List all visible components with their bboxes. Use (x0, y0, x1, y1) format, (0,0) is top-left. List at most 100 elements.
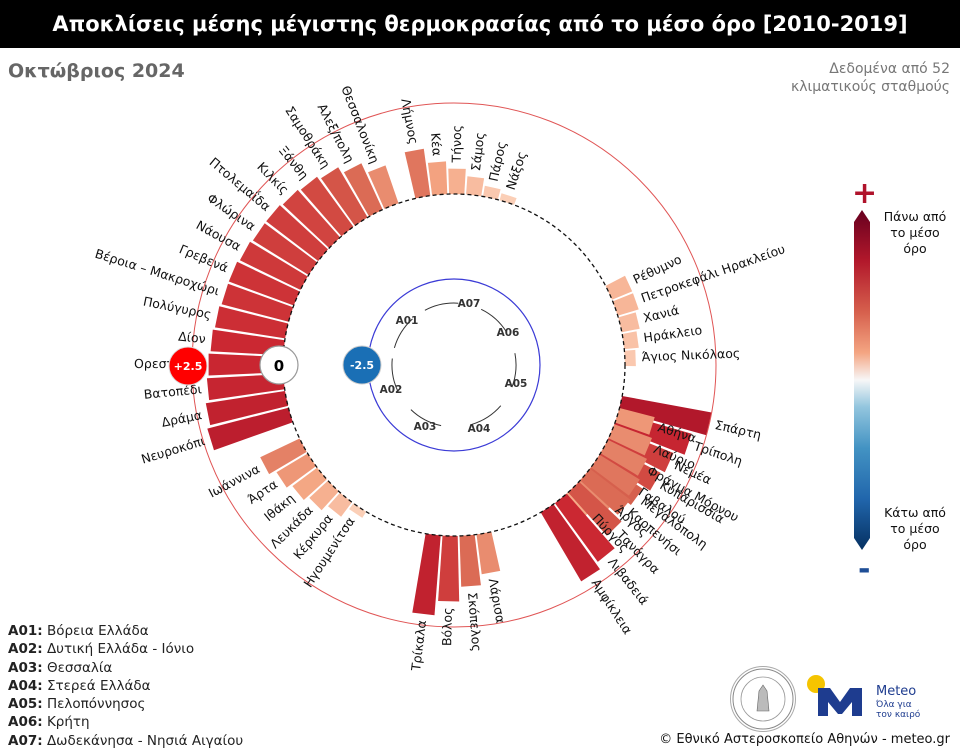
bar-label-18: Κέα (428, 132, 445, 156)
bar-19 (448, 168, 466, 195)
colorbar-plus: + (852, 176, 878, 211)
colorbar-top-label: Πάνω από το μέσο όρο (883, 209, 947, 256)
bar-39 (591, 454, 640, 496)
bar-label-6: Πολύγυρος (142, 293, 213, 322)
bar-label-44: Βόλος (439, 607, 455, 646)
region-arc-7 (424, 302, 459, 311)
bar-label-3: Βατοπέδι (143, 381, 202, 402)
bar-48 (276, 453, 317, 488)
bar-14 (321, 167, 368, 226)
bar-label-27: Άγιος Νικόλαος (641, 346, 740, 365)
bar-label-45: Σκόπελος (465, 592, 485, 653)
bar-46 (476, 531, 501, 575)
region-legend: A01: Βόρεια Ελλάδα A02: Δυτική Ελλάδα - … (8, 622, 243, 750)
bar-8 (228, 261, 300, 306)
bar-3 (206, 374, 285, 401)
region-legend-item: A03: Θεσσαλία (8, 659, 113, 676)
region-code-7: A07 (458, 298, 481, 310)
bar-9 (239, 241, 308, 290)
zero-ring (282, 193, 626, 537)
bars-layer (205, 148, 712, 616)
bar-36 (554, 493, 615, 562)
bar-22 (499, 193, 517, 205)
bar-label-43: Τρίκαλα (408, 619, 429, 672)
chart-subtitle: Οκτώβριος 2024 (8, 60, 185, 82)
bar-label-22: Νάξος (503, 149, 529, 191)
bar-label-25: Χανιά (642, 302, 681, 325)
bar-50 (309, 480, 339, 511)
region-arc-3 (410, 409, 442, 427)
meteo-logo-tagline: Όλα για τον καιρό (876, 700, 921, 720)
bar-label-26: Ηράκλειο (643, 322, 703, 345)
bar-11 (266, 205, 328, 261)
colorbar-minus: - (858, 552, 871, 587)
badge-plus-label: +2.5 (174, 360, 203, 373)
badge-zero: 0 (259, 345, 299, 385)
badge-minus-label: -2.5 (350, 359, 374, 372)
bar-label-19: Τήνος (449, 125, 465, 164)
region-legend-item: A07: Δωδεκάνησα - Νησιά Αιγαίου (8, 732, 244, 749)
region-arc-5 (511, 353, 517, 388)
region-arc-6 (480, 308, 508, 333)
region-legend-item: A05: Πελοπόννησος (8, 696, 146, 713)
bar-23 (605, 275, 633, 300)
bar-12 (282, 189, 341, 249)
bar-24 (612, 293, 639, 316)
bar-52 (349, 503, 367, 518)
badge-zero-label: 0 (274, 357, 284, 375)
bar-28 (618, 396, 712, 436)
region-legend-item: A06: Κρήτη (8, 714, 90, 731)
page-title: Αποκλίσεις μέσης μέγιστης θερμοκρασίας α… (0, 0, 960, 48)
region-legend-item: A04: Στερεά Ελλάδα (8, 677, 151, 694)
source-note: Δεδομένα από 52 κλιματικούς σταθμούς (790, 61, 950, 95)
bar-label-20: Σάμος (468, 131, 487, 172)
inner-ring-minus (367, 278, 541, 452)
bar-45 (459, 534, 481, 587)
region-arc-2 (391, 358, 399, 393)
bar-43 (412, 533, 441, 616)
colorbar (854, 210, 870, 550)
meteo-logo (807, 675, 862, 716)
bar-35 (540, 504, 600, 582)
bar-10 (252, 223, 318, 275)
credit-line: © Εθνικό Αστεροσκοπείο Αθηνών - meteo.gr (659, 732, 950, 747)
bar-5 (210, 329, 285, 356)
bar-47 (260, 438, 307, 475)
region-code-3: A03 (414, 421, 437, 433)
region-arcs: A01 A02 A03 A04 A05 A06 A07 (380, 298, 528, 435)
bar-25 (618, 312, 640, 333)
bar-6 (215, 306, 289, 339)
bar-label-28: Σπάρτη (714, 417, 763, 442)
region-code-1: A01 (396, 315, 419, 327)
badge-plus: +2.5 (168, 346, 208, 386)
region-arc-1 (393, 318, 413, 349)
region-legend-item: A02: Δυτική Ελλάδα - Ιόνιο (8, 641, 195, 658)
bar-26 (622, 331, 639, 350)
region-code-4: A04 (468, 423, 491, 435)
bar-label-5: Δίον (178, 329, 207, 347)
bar-label-46: Λάρισα (486, 577, 509, 624)
bar-label-2: Δράμα (160, 407, 203, 430)
bar-21 (483, 185, 501, 200)
bar-label-1: Νευροκόπι (139, 433, 206, 467)
bar-label-17: Λήμνος (398, 97, 421, 145)
region-code-2: A02 (380, 384, 403, 396)
meteo-logo-name: Meteo (876, 684, 917, 699)
region-code-6: A06 (497, 327, 520, 339)
bar-13 (300, 176, 354, 237)
bar-16 (368, 165, 399, 209)
bar-1 (207, 407, 293, 451)
bar-44 (438, 535, 460, 602)
bar-40 (600, 439, 647, 476)
colorbar-bottom-label: Κάτω από το μέσο όρο (884, 505, 946, 552)
bar-2 (205, 391, 288, 426)
bar-7 (221, 283, 294, 322)
region-arc-4 (471, 405, 502, 425)
bar-27 (624, 349, 636, 367)
bar-15 (343, 163, 383, 217)
bar-41 (608, 424, 652, 456)
noa-seal-logo (730, 666, 796, 732)
region-legend-item: A01: Βόρεια Ελλάδα (8, 623, 149, 639)
bar-20 (466, 176, 485, 197)
